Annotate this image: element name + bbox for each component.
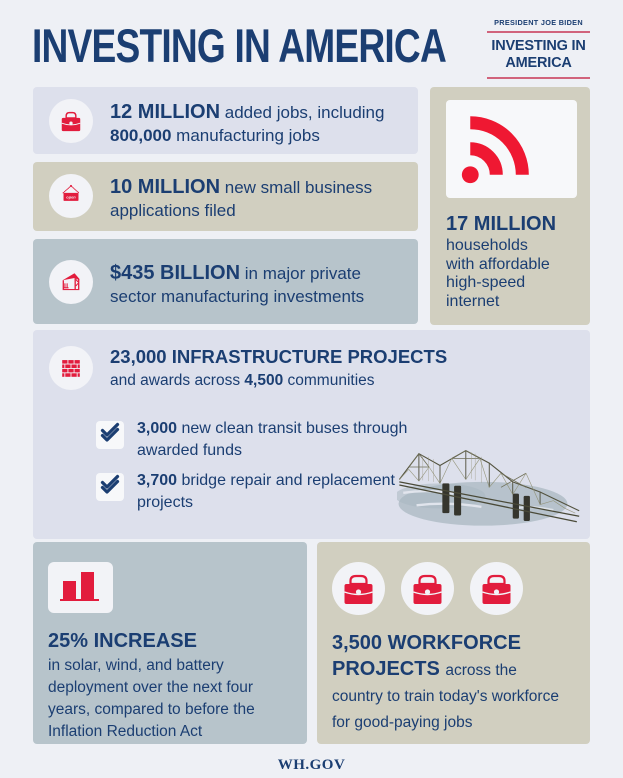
svg-text:open: open [66,194,76,199]
